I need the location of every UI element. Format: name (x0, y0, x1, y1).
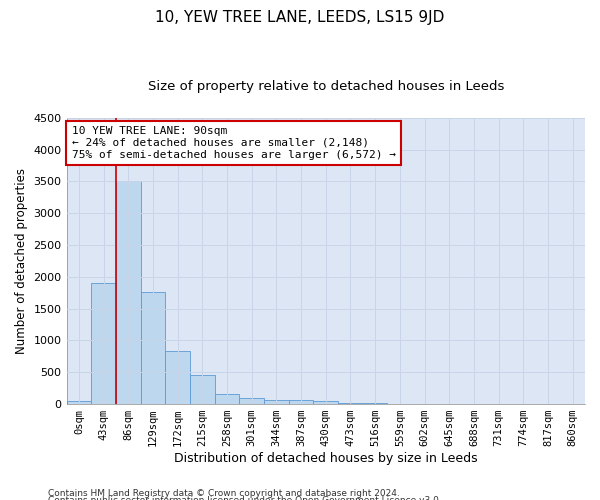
Bar (313, 401, 338, 404)
Bar (289, 400, 313, 404)
Bar (338, 403, 363, 404)
Bar (165, 350, 190, 404)
Y-axis label: Number of detached properties: Number of detached properties (15, 168, 28, 354)
Bar (116, 182, 140, 404)
Bar (67, 401, 91, 404)
Bar (215, 394, 239, 404)
Bar (239, 398, 264, 404)
Bar (264, 400, 289, 404)
Text: Contains HM Land Registry data © Crown copyright and database right 2024.: Contains HM Land Registry data © Crown c… (48, 488, 400, 498)
Bar (190, 375, 215, 404)
Bar (91, 283, 116, 404)
Text: 10 YEW TREE LANE: 90sqm
← 24% of detached houses are smaller (2,148)
75% of semi: 10 YEW TREE LANE: 90sqm ← 24% of detache… (72, 126, 396, 160)
Text: 10, YEW TREE LANE, LEEDS, LS15 9JD: 10, YEW TREE LANE, LEEDS, LS15 9JD (155, 10, 445, 25)
Title: Size of property relative to detached houses in Leeds: Size of property relative to detached ho… (148, 80, 504, 93)
Bar (140, 292, 165, 404)
X-axis label: Distribution of detached houses by size in Leeds: Distribution of detached houses by size … (174, 452, 478, 465)
Text: Contains public sector information licensed under the Open Government Licence v3: Contains public sector information licen… (48, 496, 442, 500)
